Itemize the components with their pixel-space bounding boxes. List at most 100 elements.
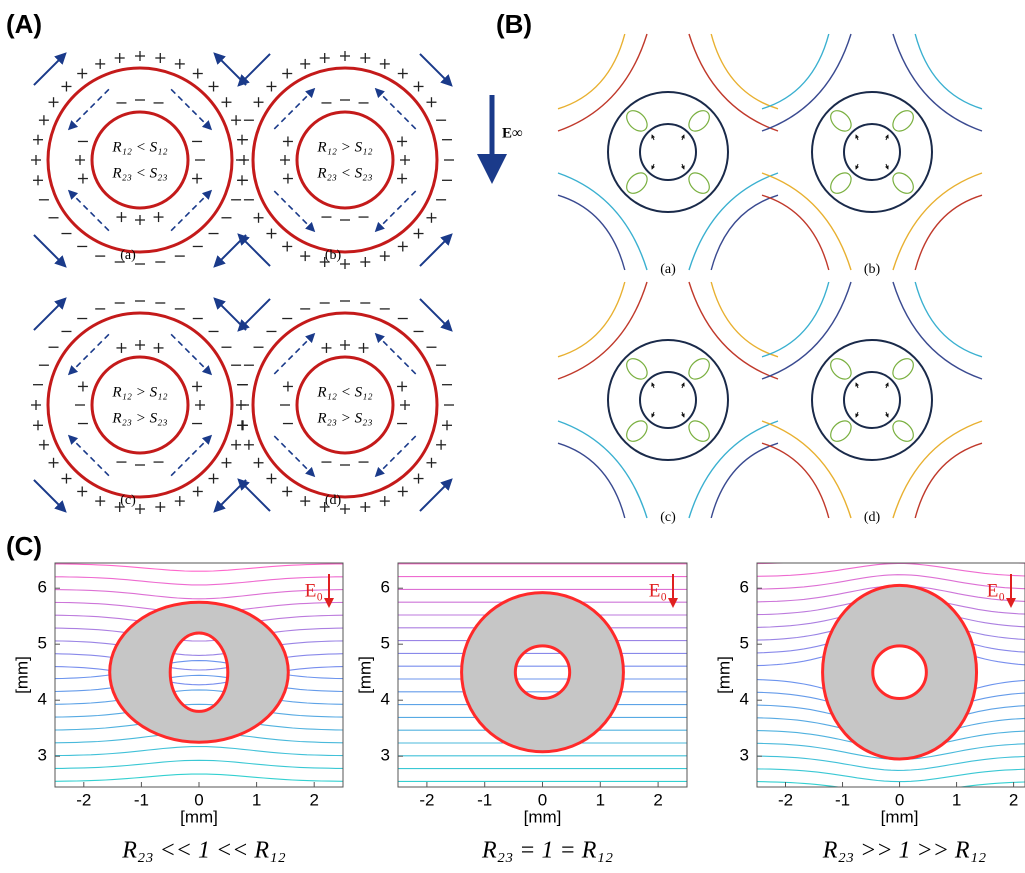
inner-ring	[295, 355, 395, 455]
inner-ring	[639, 123, 697, 181]
streamline	[761, 172, 852, 271]
streamline	[892, 420, 914, 442]
annulus	[460, 591, 625, 754]
field-line	[55, 745, 343, 757]
field-line	[55, 759, 343, 769]
flow-arrow	[680, 134, 685, 141]
streamline	[761, 420, 852, 519]
y-tick-label: 6	[381, 578, 390, 597]
condition: R₁₂ < S₁₂	[111, 139, 167, 155]
x-tick-label: -1	[134, 790, 149, 809]
field-label: E₀	[305, 580, 323, 601]
streamline	[688, 420, 779, 519]
panel-label: (C)	[6, 531, 42, 561]
field-line	[55, 589, 343, 600]
y-axis-label: [mm]	[355, 656, 374, 694]
field-arrow	[33, 479, 67, 513]
y-tick-label: 4	[38, 690, 47, 709]
condition: R₂₃ > S₂₃	[111, 410, 167, 426]
field-arrow	[237, 298, 271, 332]
x-tick-label: -1	[835, 790, 850, 809]
streamline	[710, 194, 779, 271]
caption: (c)	[120, 493, 136, 508]
outer-ring	[607, 91, 729, 213]
flow-arrow	[884, 382, 889, 389]
flow-arrow	[680, 382, 685, 389]
field-arrow	[33, 52, 67, 86]
flow-arrow	[651, 382, 656, 389]
y-tick-label: 3	[38, 746, 47, 765]
condition: R₁₂ > S₁₂	[111, 384, 167, 400]
streamline	[688, 33, 779, 132]
field-arrow	[33, 297, 67, 331]
flow-arrow	[651, 411, 656, 418]
streamline	[892, 358, 914, 380]
streamline	[688, 358, 710, 380]
field-line	[757, 563, 1025, 577]
inner-ring	[90, 110, 190, 210]
caption: R₂₃ >> 1 >> R₁₂	[822, 838, 986, 864]
streamline	[914, 442, 983, 519]
outer-ring	[251, 311, 439, 499]
caption: (a)	[120, 248, 136, 263]
y-tick-label: 4	[381, 690, 390, 709]
x-tick-label: 0	[194, 790, 203, 809]
field-arrow	[33, 234, 67, 268]
x-tick-label: 0	[895, 790, 904, 809]
field-line	[55, 674, 343, 693]
streamline	[830, 172, 852, 194]
field-arrow	[213, 234, 247, 268]
y-tick-label: 5	[381, 634, 390, 653]
x-tick-label: 2	[653, 790, 662, 809]
condition: R₁₂ > S₁₂	[316, 139, 372, 155]
caption: (a)	[660, 262, 676, 277]
field-label: E₀	[987, 580, 1005, 601]
inner-ring	[843, 371, 901, 429]
streamline	[688, 172, 710, 194]
y-axis-label: [mm]	[12, 656, 31, 694]
x-tick-label: 1	[596, 790, 605, 809]
flow-arrow	[680, 411, 685, 418]
field-arrow	[213, 52, 247, 86]
field-line	[757, 768, 1025, 783]
streamline	[892, 110, 914, 132]
streamline	[557, 194, 626, 271]
flow-arrow	[855, 411, 860, 418]
x-tick-label: -2	[76, 790, 91, 809]
field-arrow	[419, 53, 453, 87]
flow-arrow	[855, 382, 860, 389]
flow-arrow	[884, 411, 889, 418]
field-arrow	[213, 297, 247, 331]
panel-label: (B)	[496, 9, 532, 39]
x-tick-label: -1	[477, 790, 492, 809]
condition: R₂₃ < S₂₃	[111, 165, 167, 181]
streamline	[688, 281, 779, 380]
x-tick-label: 0	[538, 790, 547, 809]
field-line	[55, 773, 343, 782]
field-line	[55, 703, 343, 718]
field-label: E₀	[649, 580, 667, 601]
flow-arrow	[884, 134, 889, 141]
outer-ring	[811, 91, 933, 213]
field-line	[55, 576, 343, 586]
streamline	[710, 33, 779, 110]
streamline	[761, 33, 852, 132]
streamline	[761, 33, 830, 110]
x-axis-label: [mm]	[881, 807, 919, 826]
field-line	[55, 640, 343, 656]
streamline	[688, 110, 710, 132]
y-tick-label: 6	[38, 578, 47, 597]
caption: R₂₃ << 1 << R₁₂	[121, 838, 285, 864]
streamline	[892, 281, 983, 380]
streamline	[626, 358, 648, 380]
x-axis-label: [mm]	[524, 807, 562, 826]
annulus	[821, 583, 979, 761]
outer-ring	[46, 311, 234, 499]
streamline	[830, 110, 852, 132]
streamline	[761, 194, 830, 271]
x-tick-label: 1	[952, 790, 961, 809]
y-tick-label: 4	[740, 690, 749, 709]
field-line	[757, 781, 1025, 787]
caption: (d)	[325, 493, 342, 508]
